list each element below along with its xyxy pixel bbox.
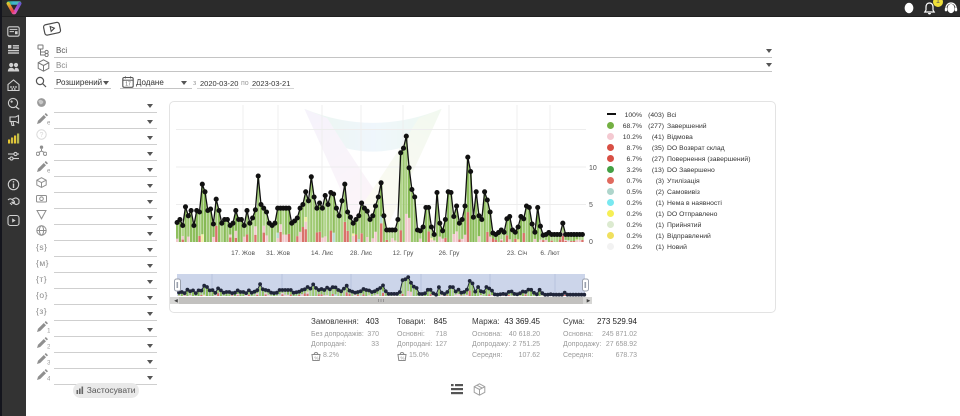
svg-text:17. Жов: 17. Жов [231, 250, 255, 257]
svg-text:2: 2 [47, 344, 50, 350]
svg-text:14. Лис: 14. Лис [311, 250, 334, 257]
svg-text:%: % [400, 356, 404, 361]
svg-text:12. Гру: 12. Гру [393, 250, 415, 257]
svg-text:26. Гру: 26. Гру [439, 250, 461, 257]
svg-text:28. Лис: 28. Лис [350, 250, 373, 257]
svg-text:%: % [314, 356, 318, 361]
svg-text:4: 4 [47, 376, 50, 382]
svg-text:◄: ◄ [173, 299, 179, 305]
svg-text:23. Січ: 23. Січ [507, 249, 527, 257]
svg-text:?: ? [40, 132, 44, 139]
svg-text:10: 10 [589, 165, 597, 172]
svg-text:3: 3 [47, 360, 50, 366]
svg-text:0: 0 [589, 239, 593, 246]
svg-text:6. Лют: 6. Лют [540, 250, 559, 257]
svg-text:31. Жов: 31. Жов [266, 250, 290, 257]
svg-text:►: ► [586, 299, 592, 305]
svg-text:1: 1 [47, 328, 50, 334]
svg-text:e: e [47, 168, 50, 174]
svg-text:5: 5 [589, 202, 593, 209]
svg-text:17: 17 [125, 81, 131, 87]
svg-text:e: e [47, 120, 50, 126]
